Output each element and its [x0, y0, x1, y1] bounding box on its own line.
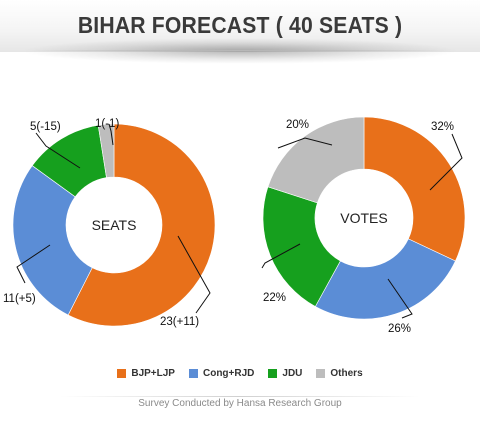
data-label: 20% [286, 119, 309, 131]
data-label: 32% [431, 121, 454, 133]
leader-line [108, 123, 114, 146]
legend-label: Others [330, 368, 363, 379]
legend-item-cong-rjd: Cong+RJD [188, 368, 255, 379]
pie-slice-jdu [262, 186, 341, 307]
header-divider [30, 50, 450, 51]
legend-item-bjp-ljp: BJP+LJP [117, 368, 175, 379]
data-label: 5(-15) [30, 121, 61, 133]
pie-slice-others [97, 123, 115, 178]
legend-label: BJP+LJP [131, 368, 175, 379]
pie-slice-cong-rjd [12, 165, 93, 316]
legend-label: JDU [282, 368, 303, 379]
legend-swatch [268, 369, 278, 378]
legend-swatch [188, 369, 198, 378]
leader-line [387, 278, 413, 319]
data-label: 23(+11) [160, 316, 199, 328]
pie-slice-bjp-ljp [363, 116, 466, 262]
chart-title: BIHAR FORECAST ( 40 SEATS ) [77, 12, 403, 38]
header-band [0, 0, 480, 52]
seats-donut-chart: SEATS 23(+11) 11(+5) 5(-15) 1(-1) [3, 118, 216, 328]
legend-swatch [316, 369, 326, 378]
data-label: 1(-1) [95, 118, 119, 130]
leader-line [277, 137, 333, 149]
leader-line [429, 133, 463, 191]
donut-center-label: SEATS [92, 217, 137, 233]
legend-item-jdu: JDU [268, 368, 302, 379]
leader-line [16, 244, 51, 284]
donut-center-label: VOTES [340, 210, 387, 226]
data-label: 22% [263, 292, 286, 304]
votes-donut-chart: VOTES 32% 26% 22% 20% [261, 116, 466, 335]
footer-divider [60, 396, 420, 397]
leader-line [261, 243, 301, 269]
legend-label: Cong+RJD [202, 368, 255, 379]
data-label: 11(+5) [3, 293, 36, 305]
header-shadow [20, 38, 460, 64]
footer-credit: Survey Conducted by Hansa Research Group [138, 398, 342, 409]
legend: BJP+LJP Cong+RJD JDU Others [0, 368, 480, 379]
leader-line [177, 235, 211, 314]
pie-slice-bjp-ljp [67, 123, 216, 327]
pie-slice-cong-rjd [314, 238, 456, 320]
pie-slice-others [267, 116, 365, 204]
data-label: 26% [388, 323, 411, 335]
legend-swatch [117, 369, 127, 378]
legend-item-others: Others [316, 368, 363, 379]
leader-line [35, 132, 81, 169]
